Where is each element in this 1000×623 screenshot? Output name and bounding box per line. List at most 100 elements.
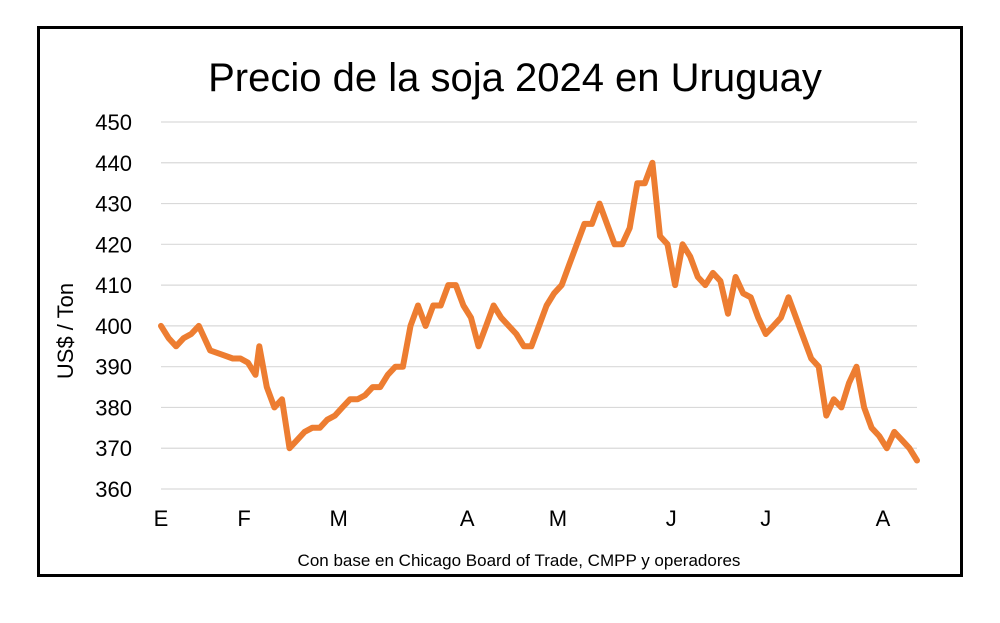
data-point [432,305,434,306]
data-point [508,325,510,327]
data-point [209,349,211,351]
data-point [266,386,268,388]
source-note: Con base en Chicago Board of Trade, CMPP… [298,551,741,570]
data-point [803,337,805,339]
data-point [735,276,737,278]
data-point [651,162,653,164]
y-tick-label: 410 [95,273,132,298]
data-point [379,386,381,388]
data-point [289,447,290,449]
data-point [606,223,608,225]
data-point [221,353,222,355]
data-point [742,292,744,294]
data-point [372,386,374,388]
data-point [160,325,162,327]
data-point [583,223,585,225]
data-point [893,431,895,433]
data-point [614,243,616,245]
data-point [478,345,479,347]
price-series-line [158,159,920,464]
data-point [795,317,797,319]
data-point [462,305,464,306]
data-point [591,223,593,225]
data-point [326,419,328,421]
data-point [871,427,873,429]
data-point [175,345,177,347]
data-point [780,317,782,319]
x-tick-label: A [460,506,475,531]
data-point [296,439,298,441]
data-point [772,325,774,327]
data-point [247,362,249,364]
data-point [599,203,600,205]
y-tick-label: 400 [95,314,132,339]
data-point [239,358,241,359]
data-point [878,435,880,437]
data-point [425,325,427,327]
data-point [840,406,842,408]
data-point [538,325,540,327]
y-axis-label: US$ / Ton [53,283,78,379]
data-point [232,358,234,359]
data-point [168,337,170,339]
data-point [886,447,888,449]
data-point [757,317,759,319]
data-point [198,325,200,327]
data-point [825,415,827,417]
data-point [833,398,835,400]
data-point [500,317,502,319]
data-point [281,398,283,400]
x-tick-label: A [876,506,891,531]
x-tick-label: E [154,506,169,531]
data-point [258,345,260,347]
series-layer [158,159,920,464]
data-point [273,406,275,408]
data-point [440,305,442,306]
y-tick-label: 370 [95,436,132,461]
y-tick-label: 380 [95,395,132,420]
data-point [334,415,336,417]
data-point [727,313,729,315]
x-tick-label: M [329,506,347,531]
y-tick-label: 440 [95,151,132,176]
y-tick-label: 450 [95,110,132,135]
data-point [530,345,532,347]
data-point [311,427,313,429]
x-tick-label: J [760,506,771,531]
data-point [916,460,918,461]
y-tick-label: 360 [95,477,132,502]
data-point [719,280,721,282]
data-point [455,284,457,286]
data-point [410,325,411,327]
data-point [765,333,767,335]
data-point [712,272,714,274]
y-axis-ticks: 360 370 380 390 400 410 420 430 440 450 [95,110,132,502]
data-point [901,439,903,441]
data-point [674,284,676,286]
data-point [644,182,646,184]
data-point [621,243,623,245]
data-point [493,305,495,306]
data-point [682,243,684,245]
data-point [788,296,789,298]
data-point [667,243,668,245]
data-point [357,398,359,400]
data-point [402,366,404,368]
data-point [304,431,306,433]
data-point [394,366,396,368]
data-point [183,337,185,339]
data-point [470,317,472,319]
data-point [636,182,638,184]
data-point [364,394,366,396]
data-point [341,406,343,408]
x-tick-label: M [549,506,567,531]
chart-canvas: Precio de la soja 2024 en Uruguay 360 370… [53,56,920,570]
data-point [576,243,578,245]
data-point [553,292,555,294]
data-point [863,406,865,408]
data-point [818,366,820,368]
y-tick-label: 420 [95,232,132,257]
data-point [629,227,631,229]
data-point [659,235,661,237]
